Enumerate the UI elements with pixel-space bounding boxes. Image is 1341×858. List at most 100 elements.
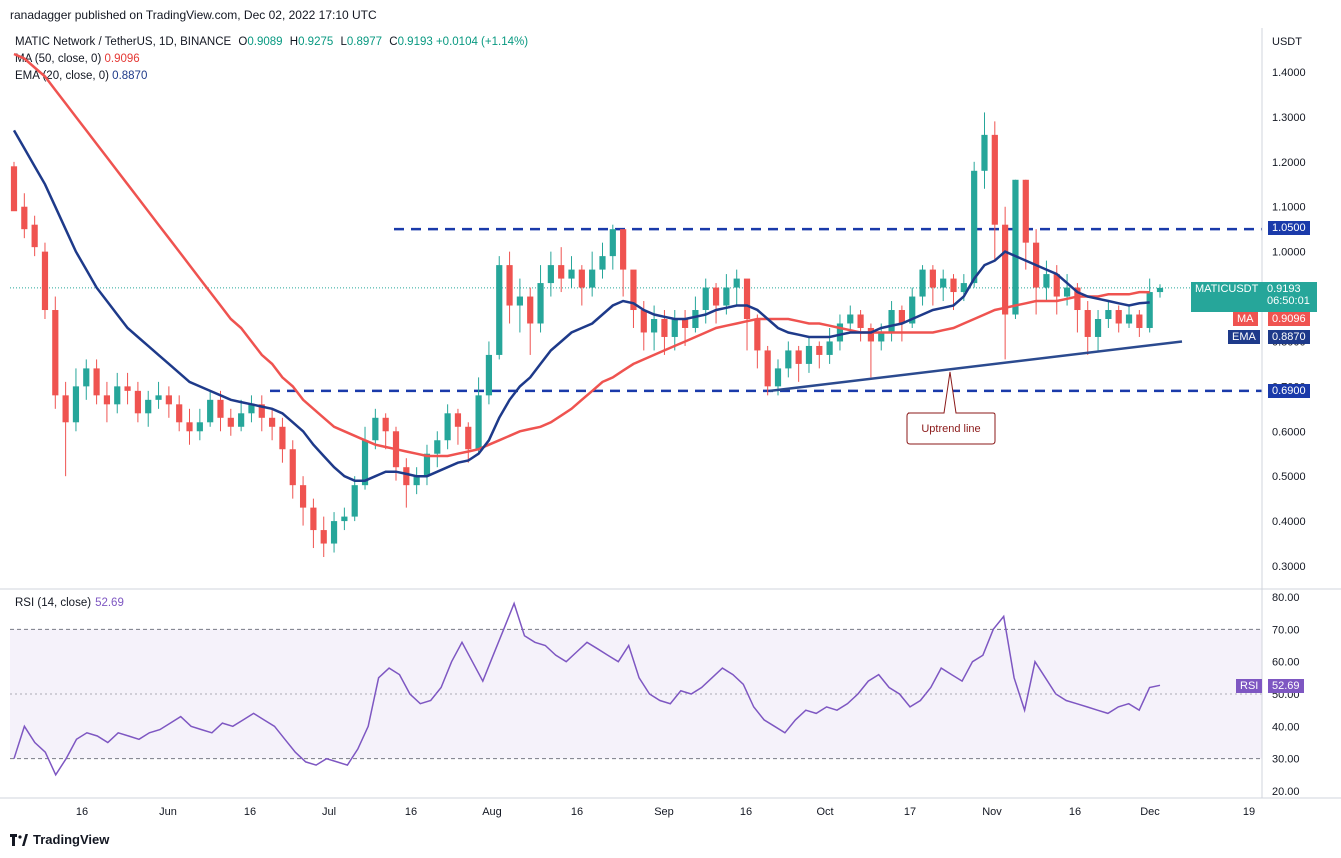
candle-body xyxy=(516,296,523,306)
candle-body xyxy=(155,395,162,400)
price-tick-label: 0.6000 xyxy=(1272,426,1306,438)
candle-body xyxy=(620,229,627,270)
candle-body xyxy=(10,166,18,212)
annotation: Uptrend line xyxy=(906,371,996,445)
candle-body xyxy=(279,426,286,450)
open-label: O xyxy=(238,36,248,48)
low-label: L xyxy=(340,36,347,48)
candle-body xyxy=(857,314,864,328)
candle-body xyxy=(372,417,379,441)
candle-body xyxy=(609,229,616,257)
footer-brand[interactable]: TradingView xyxy=(10,832,109,847)
candle-body xyxy=(712,287,720,306)
candle-body xyxy=(671,319,678,337)
ma-tag-value: 0.9096 xyxy=(1268,312,1310,326)
candle-body xyxy=(960,283,967,293)
candle-body xyxy=(1053,274,1060,297)
candle-body xyxy=(547,265,554,284)
candles xyxy=(10,112,1164,558)
candle-body xyxy=(702,287,709,311)
candle-body xyxy=(361,440,369,486)
candle-body xyxy=(950,278,957,293)
candle-body xyxy=(826,341,833,355)
price-tag-value: 0.9193 xyxy=(1267,283,1301,295)
candle-body xyxy=(1146,292,1153,328)
candle-body xyxy=(599,256,606,270)
candle-body xyxy=(103,395,111,405)
candle-body xyxy=(578,269,585,288)
time-tick-label: 16 xyxy=(76,806,88,818)
candle-body xyxy=(1125,314,1133,324)
chart-legend: MATIC Network / TetherUS, 1D, BINANCE O 0… xyxy=(15,34,528,85)
ema-legend-label: EMA (20, close, 0) xyxy=(15,70,109,82)
candle-body xyxy=(1043,274,1050,288)
time-tick-label: Oct xyxy=(816,806,833,818)
rsi-line xyxy=(13,601,1161,777)
ma-tag-label: MA xyxy=(1233,312,1258,326)
candle-body xyxy=(403,467,410,486)
ema-row[interactable]: EMA (20, close, 0) 0.8870 xyxy=(15,68,528,85)
time-tick-label: 16 xyxy=(740,806,752,818)
time-tick-label: Sep xyxy=(654,806,674,818)
time-tick-label: 17 xyxy=(904,806,916,818)
time-tick-label: Dec xyxy=(1140,806,1160,818)
time-tick-label: 16 xyxy=(1069,806,1081,818)
candle-body xyxy=(454,413,462,427)
price-tick-label: 0.4000 xyxy=(1272,516,1306,528)
rsi-tick-label: 70.00 xyxy=(1272,624,1300,636)
candle-body xyxy=(847,314,854,324)
rsi-tick-label: 40.00 xyxy=(1272,721,1300,733)
candle-body xyxy=(754,319,761,351)
symbol-title[interactable]: MATIC Network / TetherUS, 1D, BINANCE xyxy=(15,36,232,48)
rsi-legend-value: 52.69 xyxy=(95,597,124,609)
candle-body xyxy=(640,310,647,333)
candle-body xyxy=(1105,310,1112,319)
price-tick-label: 1.4000 xyxy=(1272,67,1306,79)
close-value: 0.9193 xyxy=(397,36,433,48)
published-line: ranadagger published on TradingView.com,… xyxy=(10,8,377,22)
horizontal-levels xyxy=(10,227,1262,393)
candle-body xyxy=(423,453,431,477)
candle-body xyxy=(1094,319,1102,337)
price-tick-label: 1.3000 xyxy=(1272,112,1306,124)
candle-body xyxy=(692,310,699,328)
candle-body xyxy=(165,395,172,405)
rsi-legend-label: RSI (14, close) xyxy=(15,597,92,609)
rsi-tag-value: 52.69 xyxy=(1268,679,1304,693)
rsi-legend[interactable]: RSI (14, close) 52.69 xyxy=(15,597,124,609)
candle-body xyxy=(269,417,276,427)
candle-body xyxy=(320,530,327,544)
price-tick-label: 1.2000 xyxy=(1272,157,1306,169)
candle-body xyxy=(62,395,69,423)
candle-body xyxy=(1012,179,1019,315)
candle-body xyxy=(1074,287,1081,311)
candle-body xyxy=(1022,179,1029,243)
candle-body xyxy=(341,516,348,522)
candle-body xyxy=(465,426,472,450)
high-value: 0.9275 xyxy=(298,36,334,48)
candle-body xyxy=(589,269,596,288)
tradingview-logo-icon xyxy=(10,833,28,846)
candle-body xyxy=(413,476,420,486)
ma-row[interactable]: MA (50, close, 0) 0.9096 xyxy=(15,51,528,68)
candle-body xyxy=(176,404,183,423)
candle-body xyxy=(867,327,875,342)
candle-body xyxy=(558,265,565,279)
candle-body xyxy=(929,269,936,288)
candle-body xyxy=(93,368,100,396)
candle-body xyxy=(21,206,28,230)
level-high-tag: 1.0500 xyxy=(1268,221,1310,235)
candle-body xyxy=(537,283,544,324)
price-tag: MATICUSDT 0.9193 06:50:01 xyxy=(1191,282,1317,312)
ma-50-path xyxy=(13,52,1150,458)
candle-body xyxy=(785,350,792,369)
candle-body xyxy=(981,134,988,171)
change-value: +0.0104 (+1.14%) xyxy=(435,36,529,48)
candle-body xyxy=(1002,224,1009,315)
ma-legend-value: 0.9096 xyxy=(104,53,140,65)
candle-body xyxy=(878,332,885,342)
ma-line xyxy=(13,52,1150,458)
candle-body xyxy=(805,345,813,364)
candle-body xyxy=(1115,310,1122,324)
